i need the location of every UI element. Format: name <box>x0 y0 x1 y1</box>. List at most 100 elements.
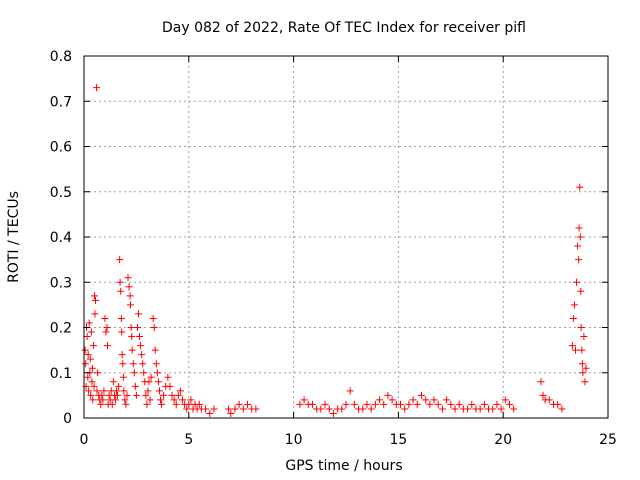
data-point <box>401 405 409 413</box>
grid-lines <box>84 56 608 418</box>
data-point <box>426 400 434 408</box>
data-point <box>195 400 203 408</box>
data-point <box>127 301 135 309</box>
data-point <box>134 310 142 318</box>
data-point <box>342 400 350 408</box>
data-point <box>92 296 100 304</box>
data-point <box>158 400 166 408</box>
x-tick-label: 20 <box>494 432 512 448</box>
data-point <box>145 378 153 386</box>
data-point <box>239 405 247 413</box>
data-point <box>168 391 176 399</box>
data-point <box>376 396 384 404</box>
data-point <box>85 319 93 327</box>
data-point <box>371 400 379 408</box>
data-point <box>151 346 159 354</box>
data-point <box>493 400 501 408</box>
data-point <box>90 292 98 300</box>
data-point <box>438 405 446 413</box>
x-tick-label: 25 <box>599 432 617 448</box>
data-point <box>172 400 180 408</box>
x-tick-label: 15 <box>389 432 407 448</box>
data-point <box>125 283 133 291</box>
data-point <box>578 360 586 368</box>
data-point <box>202 405 210 413</box>
data-point <box>112 387 120 395</box>
data-point <box>93 387 101 395</box>
data-point <box>554 400 562 408</box>
data-point <box>176 387 184 395</box>
data-point <box>89 342 97 350</box>
x-tick-label: 0 <box>80 432 89 448</box>
data-point <box>137 342 145 350</box>
data-point <box>140 369 148 377</box>
data-point <box>81 346 89 354</box>
data-point <box>155 387 163 395</box>
data-point <box>88 364 96 372</box>
y-tick-label: 0.7 <box>50 94 72 110</box>
data-point <box>183 405 191 413</box>
data-point <box>128 333 136 341</box>
data-point <box>131 382 139 390</box>
data-point <box>325 405 333 413</box>
x-tick-label: 10 <box>285 432 303 448</box>
data-point <box>116 256 124 264</box>
data-point <box>86 355 94 363</box>
data-point <box>129 360 137 368</box>
data-point <box>455 400 463 408</box>
data-point <box>138 351 146 359</box>
data-point <box>87 391 95 399</box>
data-point <box>539 391 547 399</box>
data-point <box>468 400 476 408</box>
data-point <box>413 400 421 408</box>
y-tick-label: 0.6 <box>50 140 72 156</box>
data-point <box>117 314 125 322</box>
data-point <box>179 396 187 404</box>
chart-title: Day 082 of 2022, Rate Of TEC Index for r… <box>162 20 526 36</box>
data-point <box>152 360 160 368</box>
data-point <box>93 84 101 92</box>
data-point <box>147 373 155 381</box>
data-point <box>579 369 587 377</box>
data-point <box>133 324 141 331</box>
data-point <box>83 333 91 341</box>
data-point <box>430 396 438 404</box>
data-point <box>185 400 193 408</box>
data-point <box>501 396 509 404</box>
data-point <box>367 405 375 413</box>
data-point <box>87 328 95 336</box>
y-tick-label: 0 <box>63 411 72 427</box>
data-point <box>464 405 472 413</box>
data-point <box>153 369 161 377</box>
y-tick-label: 0.3 <box>50 275 72 291</box>
y-tick-label: 0.2 <box>50 321 72 337</box>
data-point <box>573 278 581 286</box>
data-point <box>160 391 168 399</box>
data-point <box>109 378 117 386</box>
data-point <box>409 396 417 404</box>
data-point <box>447 400 455 408</box>
data-point <box>388 396 396 404</box>
data-point <box>94 369 102 377</box>
x-tick-label: 5 <box>184 432 193 448</box>
axis-ticks <box>83 55 609 419</box>
data-point <box>122 400 130 408</box>
data-point <box>102 328 110 336</box>
data-point <box>308 400 316 408</box>
data-point <box>150 324 158 331</box>
data-point <box>363 400 371 408</box>
data-point <box>128 346 136 354</box>
data-point <box>350 400 358 408</box>
data-point <box>581 378 589 386</box>
data-point <box>118 328 126 336</box>
data-point <box>346 387 354 395</box>
data-point <box>84 351 92 359</box>
data-point <box>568 342 576 350</box>
data-point <box>124 274 132 282</box>
data-point <box>580 333 588 341</box>
data-point <box>121 396 129 404</box>
data-point <box>111 396 119 404</box>
data-point <box>489 405 497 413</box>
data-point <box>231 405 239 413</box>
